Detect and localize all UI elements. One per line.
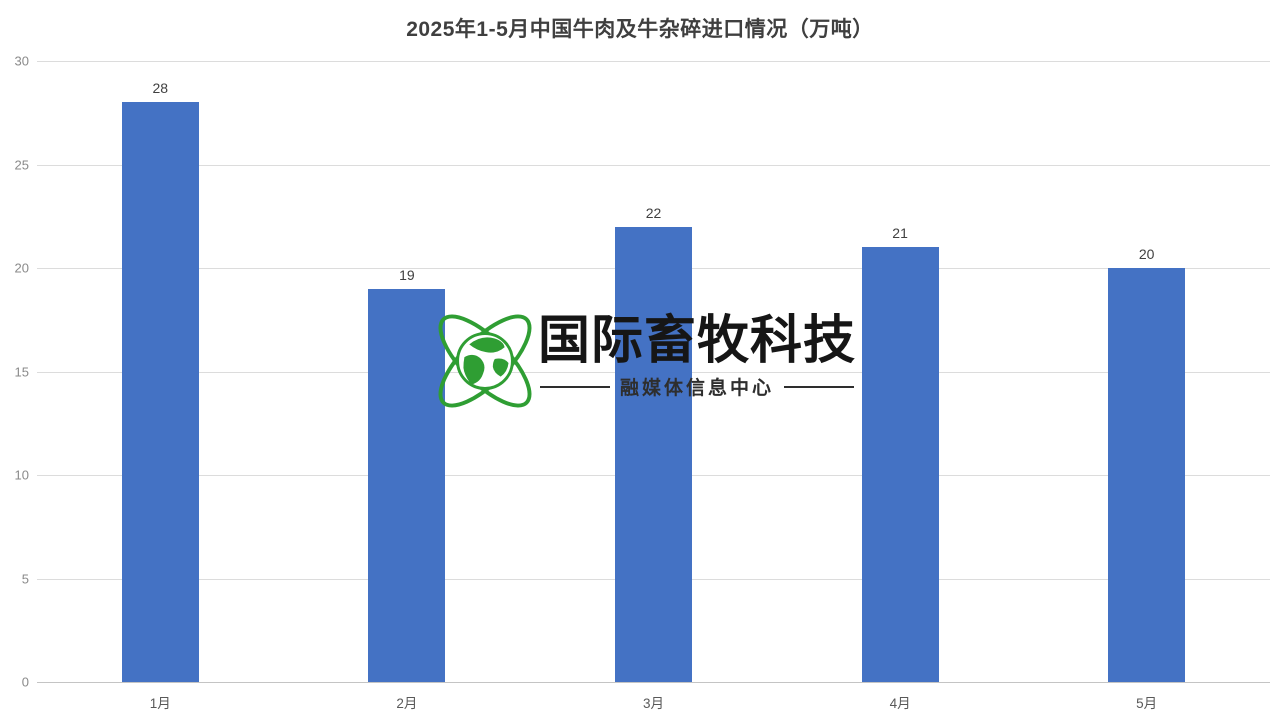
watermark-text-block: 国际畜牧科技 融媒体信息中心 xyxy=(538,311,856,400)
bar xyxy=(615,226,692,682)
x-axis-line xyxy=(37,682,1270,683)
x-axis-label: 1月 xyxy=(149,696,171,711)
x-axis-label: 3月 xyxy=(642,696,664,711)
watermark-logo-text: 国际畜牧科技 xyxy=(538,312,857,370)
bar xyxy=(1108,268,1186,682)
watermark-logo: 国际畜牧科技 融媒体信息中心 xyxy=(436,311,856,411)
divider-line-right xyxy=(784,385,855,388)
bar xyxy=(861,247,939,682)
bar-value-label: 19 xyxy=(399,266,415,283)
plot-area: 0 5 10 15 20 25 30 28 1月 19 2月 22 3月 21 4月 20 5月 xyxy=(15,54,1270,711)
chart-title: 2025年1-5月中国牛肉及牛杂碎进口情况（万吨） xyxy=(406,18,874,41)
bar-value-label: 22 xyxy=(645,204,662,221)
y-axis-tick-label: 30 xyxy=(14,53,29,69)
bar xyxy=(368,288,446,682)
x-axis-label: 5月 xyxy=(1136,696,1158,711)
bar-value-label: 21 xyxy=(892,225,908,242)
bar-value-label: 28 xyxy=(152,80,169,97)
watermark-sub-text: 融媒体信息中心 xyxy=(620,378,775,400)
gridline xyxy=(37,164,1270,166)
watermark-subtitle-row: 融媒体信息中心 xyxy=(538,373,856,400)
globe-orbit-icon xyxy=(438,314,532,408)
bar-value-label: 20 xyxy=(1138,246,1155,262)
y-axis-tick-label: 25 xyxy=(14,157,29,172)
x-axis-label: 2月 xyxy=(396,696,418,711)
y-axis-tick-label: 0 xyxy=(21,674,29,690)
bar xyxy=(121,102,199,682)
divider-line-left xyxy=(540,385,610,388)
y-axis-tick-label: 10 xyxy=(14,467,29,483)
y-axis-tick-label: 20 xyxy=(14,260,29,276)
y-axis-tick-label: 5 xyxy=(21,571,29,586)
gridline xyxy=(37,61,1270,62)
x-axis-label: 4月 xyxy=(889,696,911,711)
y-axis-tick-label: 15 xyxy=(14,364,29,379)
